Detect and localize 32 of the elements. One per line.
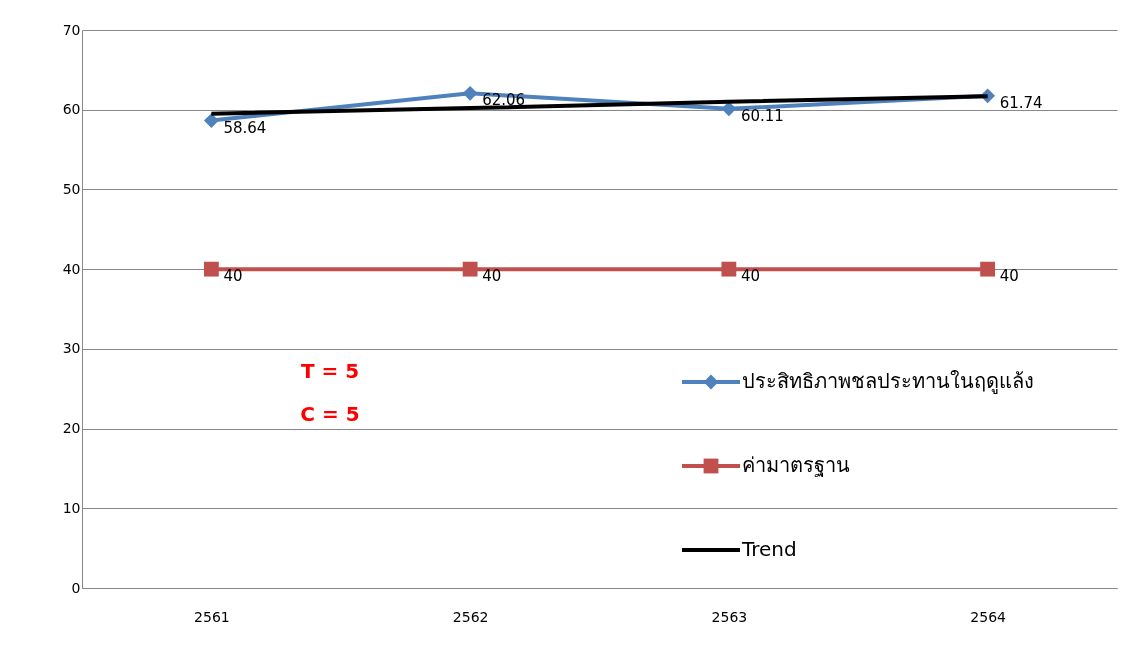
y-tick-label: 0 (71, 579, 81, 596)
annotation: T = 5 (300, 359, 360, 383)
data-label: 58.64 (223, 118, 267, 137)
legend-label: ประสิทธิภาพชลประทานในฤดูแล้ง (742, 369, 1034, 394)
point (980, 261, 996, 277)
y-tick-label: 60 (62, 101, 81, 118)
point (721, 261, 737, 277)
data-label: 40 (223, 267, 243, 286)
legend-label: ค่ามาตรฐาน (742, 453, 850, 477)
data-label: 62.06 (482, 91, 526, 110)
data-label: 40 (999, 267, 1019, 286)
data-label: 40 (740, 267, 760, 286)
x-tick-label: 2562 (452, 608, 489, 625)
y-tick-label: 50 (62, 180, 81, 197)
point (203, 113, 219, 128)
point (462, 85, 478, 101)
y-tick-label: 30 (62, 340, 81, 357)
legend-label: Trend (741, 537, 797, 561)
data-label: 61.74 (999, 93, 1043, 112)
data-label: 40 (482, 267, 502, 286)
y-tick-label: 70 (62, 21, 81, 38)
x-tick-label: 2561 (194, 608, 230, 625)
x-tick-label: 2564 (970, 608, 1007, 625)
y-tick-label: 10 (62, 499, 81, 516)
data-label: 60.11 (740, 106, 784, 125)
annotation: C = 5 (300, 402, 360, 426)
point (462, 261, 478, 277)
point (721, 101, 737, 117)
y-tick-label: 40 (62, 260, 81, 277)
x-tick-label: 2563 (711, 608, 748, 625)
point (203, 261, 219, 277)
y-tick-label: 20 (62, 420, 81, 437)
